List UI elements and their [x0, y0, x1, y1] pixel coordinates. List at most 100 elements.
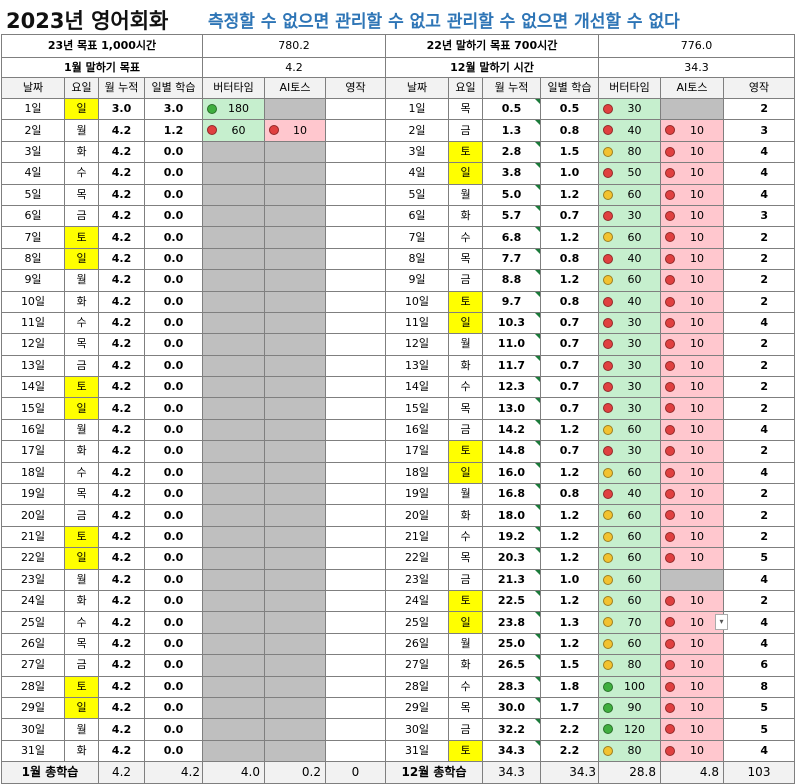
jan-butter-cell[interactable] [202, 376, 265, 399]
dec-date-cell[interactable]: 26일 [385, 632, 449, 656]
jan-daily-cell[interactable]: 0.0 [144, 611, 203, 634]
jan-ai-cell[interactable] [264, 504, 326, 527]
jan-total-daily[interactable]: 4.2 [144, 761, 203, 784]
jan-butter-cell[interactable] [202, 397, 265, 420]
jan-date-cell[interactable]: 11일 [1, 311, 65, 335]
jan-daily-cell[interactable]: 0.0 [144, 354, 203, 378]
jan-essay-cell[interactable] [325, 333, 386, 356]
jan-butter-cell[interactable] [202, 311, 265, 335]
dec-daily-cell[interactable]: 0.7 [540, 333, 599, 356]
jan-daily-cell[interactable]: 0.0 [144, 739, 203, 763]
dec-date-cell[interactable]: 21일 [385, 525, 449, 549]
dec-date-cell[interactable]: 15일 [385, 397, 449, 420]
jan-day-cell[interactable]: 화 [64, 739, 99, 763]
jan-essay-cell[interactable] [325, 568, 386, 591]
header-essay-dec[interactable]: 영작 [723, 77, 795, 99]
jan-essay-cell[interactable] [325, 119, 386, 142]
dec-ai-cell[interactable]: 10 [660, 269, 724, 292]
jan-daily-cell[interactable]: 0.0 [144, 183, 203, 206]
jan-butter-cell[interactable] [202, 632, 265, 656]
jan-cum-cell[interactable]: 4.2 [98, 611, 145, 634]
dec-essay-cell[interactable]: 2 [723, 247, 795, 271]
dec-total-ai[interactable]: 4.8 [660, 761, 724, 784]
dec-essay-cell[interactable]: 2 [723, 376, 795, 399]
jan-daily-cell[interactable]: 0.0 [144, 226, 203, 249]
jan-date-cell[interactable]: 26일 [1, 632, 65, 656]
jan-daily-cell[interactable]: 0.0 [144, 654, 203, 677]
dec-day-cell[interactable]: 수 [448, 376, 483, 399]
jan-daily-cell[interactable]: 0.0 [144, 162, 203, 185]
dec-butter-cell[interactable]: 40 [598, 119, 661, 142]
jan-date-cell[interactable]: 18일 [1, 461, 65, 485]
dec-ai-cell[interactable]: 10 [660, 675, 724, 698]
dec-date-cell[interactable]: 31일 [385, 739, 449, 763]
dec-day-cell[interactable]: 화 [448, 204, 483, 228]
jan-date-cell[interactable]: 1일 [1, 97, 65, 121]
jan-ai-cell[interactable]: 10 [264, 119, 326, 142]
jan-cum-cell[interactable]: 4.2 [98, 354, 145, 378]
jan-butter-cell[interactable] [202, 269, 265, 292]
jan-essay-cell[interactable] [325, 718, 386, 741]
jan-cum-cell[interactable]: 4.2 [98, 183, 145, 206]
dec-butter-cell[interactable]: 30 [598, 397, 661, 420]
jan-butter-cell[interactable] [202, 611, 265, 634]
jan-ai-cell[interactable] [264, 397, 326, 420]
jan-cum-cell[interactable]: 4.2 [98, 589, 145, 613]
dec-day-cell[interactable]: 일 [448, 162, 483, 185]
dec-date-cell[interactable]: 7일 [385, 226, 449, 249]
jan-date-cell[interactable]: 29일 [1, 696, 65, 720]
jan-daily-cell[interactable]: 0.0 [144, 568, 203, 591]
jan-day-cell[interactable]: 목 [64, 632, 99, 656]
dec-date-cell[interactable]: 14일 [385, 376, 449, 399]
jan-essay-cell[interactable] [325, 483, 386, 506]
jan-daily-cell[interactable]: 0.0 [144, 675, 203, 698]
dec-date-cell[interactable]: 2일 [385, 119, 449, 142]
dec-day-cell[interactable]: 목 [448, 247, 483, 271]
dec-date-cell[interactable]: 17일 [385, 440, 449, 463]
dec-date-cell[interactable]: 24일 [385, 589, 449, 613]
header-date[interactable]: 날짜 [1, 77, 65, 99]
dec-cum-cell[interactable]: 19.2 [482, 525, 541, 549]
dec-time-label[interactable]: 12월 말하기 시간 [385, 57, 599, 78]
dec-essay-cell[interactable]: 3 [723, 204, 795, 228]
jan-date-cell[interactable]: 25일 [1, 611, 65, 634]
jan-ai-cell[interactable] [264, 440, 326, 463]
dec-essay-cell[interactable]: 4 [723, 461, 795, 485]
jan-day-cell[interactable]: 일 [64, 696, 99, 720]
dec-cum-cell[interactable]: 22.5 [482, 589, 541, 613]
dec-total-daily[interactable]: 34.3 [540, 761, 599, 784]
jan-essay-cell[interactable] [325, 311, 386, 335]
dec-ai-cell[interactable]: 10 [660, 418, 724, 442]
dec-essay-cell[interactable]: 4 [723, 632, 795, 656]
dec-date-cell[interactable]: 30일 [385, 718, 449, 741]
dec-ai-cell[interactable]: 10 [660, 333, 724, 356]
dec-day-cell[interactable]: 화 [448, 354, 483, 378]
dec-ai-cell[interactable]: 10 [660, 739, 724, 763]
dec-cum-cell[interactable]: 18.0 [482, 504, 541, 527]
dec-day-cell[interactable]: 목 [448, 547, 483, 570]
dec-butter-cell[interactable]: 30 [598, 204, 661, 228]
dec-date-cell[interactable]: 22일 [385, 547, 449, 570]
jan-butter-cell[interactable] [202, 525, 265, 549]
dec-essay-cell[interactable]: 4 [723, 162, 795, 185]
jan-daily-cell[interactable]: 0.0 [144, 718, 203, 741]
jan-essay-cell[interactable] [325, 204, 386, 228]
jan-day-cell[interactable]: 금 [64, 204, 99, 228]
dec-date-cell[interactable]: 27일 [385, 654, 449, 677]
jan-daily-cell[interactable]: 0.0 [144, 547, 203, 570]
dec-total-butter[interactable]: 28.8 [598, 761, 661, 784]
dec-essay-cell[interactable]: 6 [723, 654, 795, 677]
jan-butter-cell[interactable] [202, 418, 265, 442]
header-butter-dec[interactable]: 버터타임 [598, 77, 661, 99]
dec-date-cell[interactable]: 11일 [385, 311, 449, 335]
jan-day-cell[interactable]: 월 [64, 269, 99, 292]
jan-cum-cell[interactable]: 4.2 [98, 440, 145, 463]
jan-cum-cell[interactable]: 4.2 [98, 504, 145, 527]
jan-date-cell[interactable]: 17일 [1, 440, 65, 463]
jan-date-cell[interactable]: 4일 [1, 162, 65, 185]
dec-cum-cell[interactable]: 13.0 [482, 397, 541, 420]
jan-daily-cell[interactable]: 0.0 [144, 204, 203, 228]
header-date-dec[interactable]: 날짜 [385, 77, 449, 99]
jan-butter-cell[interactable] [202, 675, 265, 698]
dec-time-value[interactable]: 34.3 [598, 57, 795, 78]
